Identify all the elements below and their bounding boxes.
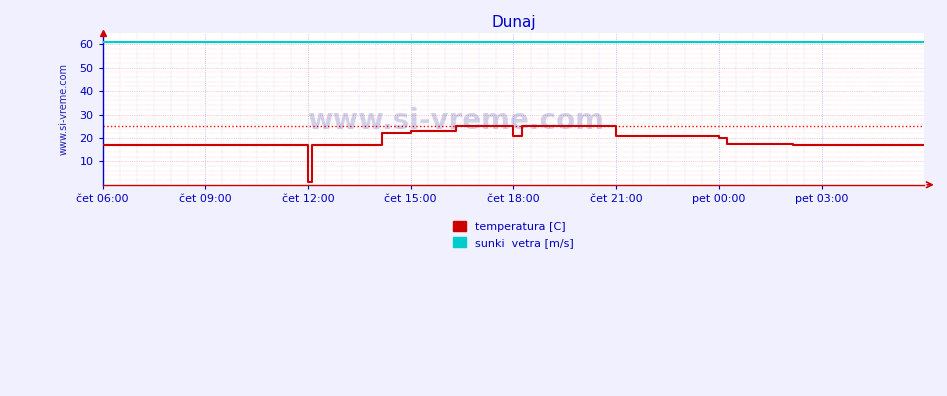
Title: Dunaj: Dunaj	[491, 15, 536, 30]
Legend: temperatura [C], sunki  vetra [m/s]: temperatura [C], sunki vetra [m/s]	[449, 217, 579, 252]
Text: www.si-vreme.com: www.si-vreme.com	[58, 63, 68, 155]
Text: www.si-vreme.com: www.si-vreme.com	[308, 107, 604, 135]
